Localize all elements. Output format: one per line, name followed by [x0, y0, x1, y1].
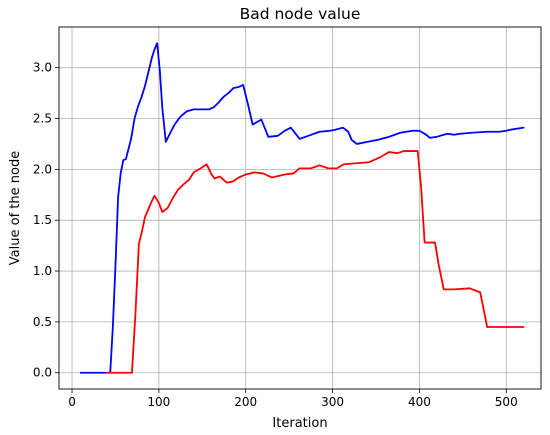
x-tick-label: 200	[234, 395, 257, 409]
plot-frame	[58, 26, 542, 390]
y-tick-label: 2.0	[33, 162, 52, 176]
y-tick-label: 2.5	[33, 112, 52, 126]
y-tick-label: 0.0	[33, 366, 52, 380]
grid-lines	[59, 27, 541, 389]
y-tick-label: 3.0	[33, 61, 52, 75]
series-line-2	[105, 150, 525, 374]
x-tick-label: 100	[147, 395, 170, 409]
x-tick-label: 300	[321, 395, 344, 409]
x-tick-label: 0	[68, 395, 76, 409]
y-tick-label: 0.5	[33, 315, 52, 329]
x-tick-label: 400	[408, 395, 431, 409]
chart-title: Bad node value	[240, 5, 361, 23]
y-tick-label: 1.5	[33, 213, 52, 227]
series-line-1	[79, 42, 525, 374]
x-axis-label: Iteration	[272, 416, 327, 431]
y-tick-label: 1.0	[33, 264, 52, 278]
x-tick-label: 500	[495, 395, 518, 409]
y-axis-label: Value of the node	[8, 151, 23, 265]
series-lines	[79, 42, 525, 374]
axis-ticks: 0 100 200 300 400 500 0.0 0.5 1.0 1.5 2.0 2.5 3.0	[33, 61, 518, 409]
